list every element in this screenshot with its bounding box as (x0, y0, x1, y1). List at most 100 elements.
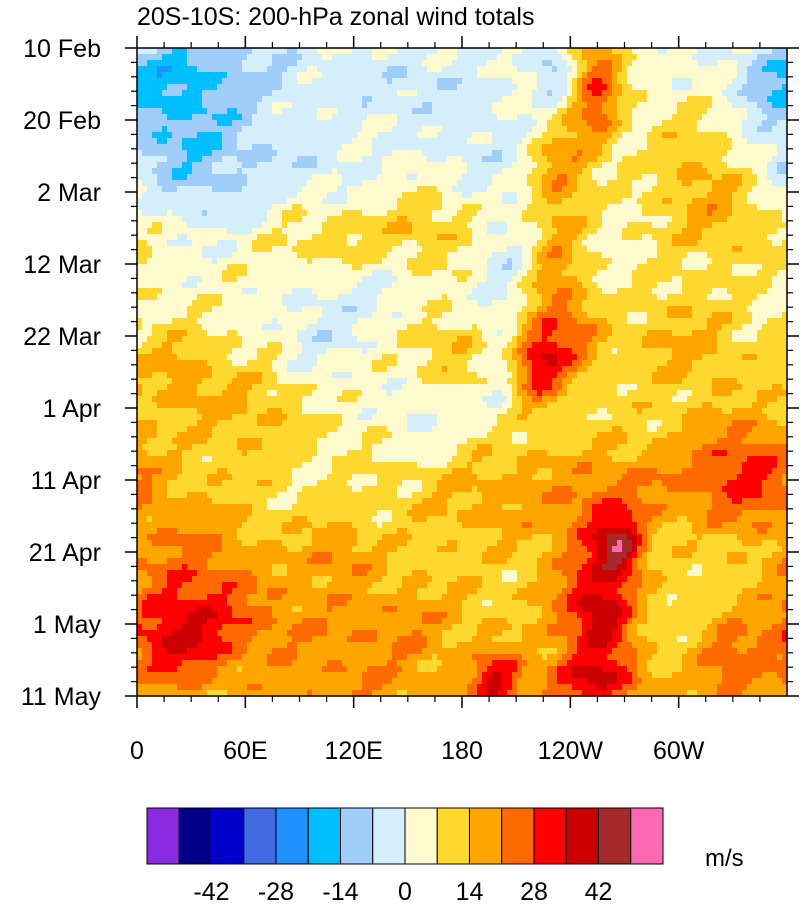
heatmap-cell (682, 162, 688, 169)
heatmap-cell (652, 102, 658, 109)
heatmap-cell (767, 228, 773, 235)
heatmap-cell (592, 138, 598, 145)
heatmap-cell (657, 48, 663, 55)
heatmap-cell (692, 240, 698, 247)
heatmap-cell (752, 54, 758, 61)
heatmap-cell (322, 228, 328, 235)
heatmap-cell (217, 90, 223, 97)
heatmap-cell (547, 66, 553, 73)
heatmap-cell (287, 240, 293, 247)
heatmap-cell (302, 198, 308, 205)
heatmap-cell (737, 90, 743, 97)
heatmap-cell (767, 126, 773, 133)
heatmap-cell (297, 66, 303, 73)
heatmap-cell (597, 84, 603, 91)
heatmap-cell (197, 66, 203, 73)
heatmap-cell (542, 72, 548, 79)
heatmap-cell (287, 96, 293, 103)
heatmap-cell (337, 150, 343, 157)
heatmap-cell (402, 168, 408, 175)
heatmap-cell (337, 252, 343, 259)
heatmap-cell (622, 264, 628, 271)
heatmap-cell (622, 150, 628, 157)
heatmap-cell (357, 234, 363, 241)
heatmap-cell (327, 204, 333, 211)
heatmap-cell (702, 210, 708, 217)
heatmap-cell (482, 150, 488, 157)
heatmap-cell (202, 114, 208, 121)
heatmap-cell (432, 156, 438, 163)
heatmap-cell (437, 204, 443, 211)
heatmap-cell (212, 204, 218, 211)
heatmap-cell (537, 132, 543, 139)
heatmap-cell (332, 132, 338, 139)
heatmap-cell (332, 240, 338, 247)
heatmap-cell (637, 252, 643, 259)
heatmap-cell (292, 210, 298, 217)
heatmap-cell (732, 198, 738, 205)
heatmap-cell (722, 216, 728, 223)
heatmap-cell (772, 174, 778, 181)
heatmap-cell (217, 210, 223, 217)
heatmap-cell (522, 48, 528, 55)
heatmap-cell (467, 192, 473, 199)
heatmap-cell (247, 234, 253, 241)
heatmap-cell (677, 66, 683, 73)
heatmap-cell (467, 204, 473, 211)
heatmap-cell (307, 276, 313, 283)
heatmap-cell (162, 96, 168, 103)
heatmap-cell (772, 78, 778, 85)
heatmap-cell (142, 144, 148, 151)
heatmap-cell (567, 96, 573, 103)
heatmap-cell (327, 102, 333, 109)
heatmap-cell (297, 264, 303, 271)
heatmap-cell (592, 108, 598, 115)
heatmap-cell (502, 78, 508, 85)
heatmap-cell (737, 198, 743, 205)
heatmap-cell (142, 258, 148, 265)
heatmap-cell (177, 168, 183, 175)
heatmap-cell (697, 204, 703, 211)
heatmap-cell (422, 180, 428, 187)
heatmap-cell (247, 60, 253, 67)
heatmap-cell (567, 84, 573, 91)
heatmap-cell (417, 126, 423, 133)
heatmap-cell (707, 150, 713, 157)
heatmap-cell (627, 120, 633, 127)
heatmap-cell (697, 240, 703, 247)
heatmap-cell (142, 120, 148, 127)
heatmap-cell (572, 120, 578, 127)
heatmap-cell (402, 54, 408, 61)
heatmap-cell (382, 186, 388, 193)
heatmap-cell (317, 240, 323, 247)
heatmap-cell (362, 204, 368, 211)
heatmap-cell (172, 162, 178, 169)
heatmap-cell (192, 48, 198, 55)
heatmap-cell (262, 192, 268, 199)
heatmap-cell (737, 246, 743, 253)
heatmap-cell (597, 78, 603, 85)
heatmap-cell (157, 138, 163, 145)
heatmap-cell (197, 240, 203, 247)
heatmap-cell (572, 96, 578, 103)
heatmap-cell (172, 222, 178, 229)
heatmap-cell (247, 192, 253, 199)
heatmap-cell (702, 180, 708, 187)
heatmap-cell (277, 132, 283, 139)
heatmap-cell (467, 174, 473, 181)
heatmap-cell (447, 60, 453, 67)
heatmap-cell (182, 150, 188, 157)
heatmap-cell (217, 234, 223, 241)
heatmap-cell (487, 252, 493, 259)
heatmap-cell (282, 60, 288, 67)
heatmap-cell (162, 120, 168, 127)
heatmap-cell (757, 102, 763, 109)
heatmap-cell (592, 192, 598, 199)
heatmap-cell (147, 108, 153, 115)
heatmap-cell (212, 174, 218, 181)
heatmap-cell (577, 156, 583, 163)
heatmap-cell (227, 234, 233, 241)
heatmap-cell (342, 54, 348, 61)
heatmap-cell (482, 102, 488, 109)
heatmap-cell (262, 126, 268, 133)
